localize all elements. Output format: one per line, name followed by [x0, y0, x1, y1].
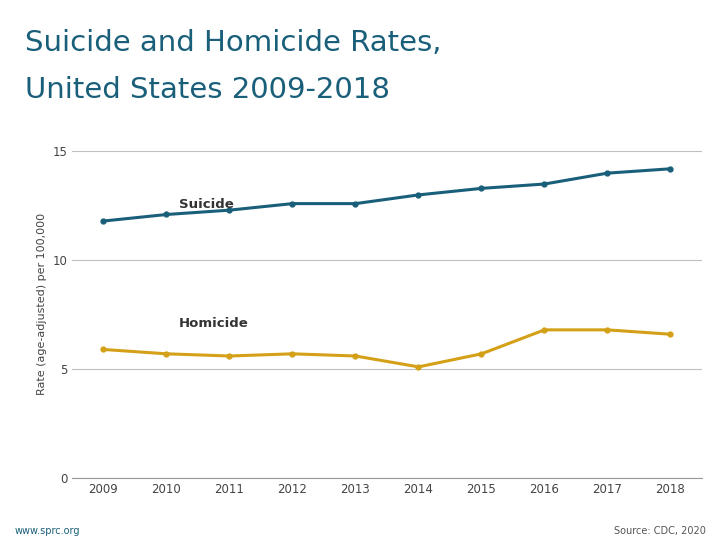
Y-axis label: Rate (age-adjusted) per 100,000: Rate (age-adjusted) per 100,000: [37, 213, 47, 395]
Text: SPRC  |  Suicide Prevention Resource Center: SPRC | Suicide Prevention Resource Cente…: [447, 8, 647, 16]
Text: Suicide and Homicide Rates,: Suicide and Homicide Rates,: [25, 29, 441, 57]
Polygon shape: [428, 0, 450, 24]
Text: Source: CDC, 2020: Source: CDC, 2020: [613, 525, 706, 536]
Text: Suicide: Suicide: [179, 198, 234, 211]
Text: United States 2009-2018: United States 2009-2018: [25, 76, 390, 104]
Text: www.sprc.org: www.sprc.org: [14, 525, 80, 536]
Text: Homicide: Homicide: [179, 317, 249, 330]
